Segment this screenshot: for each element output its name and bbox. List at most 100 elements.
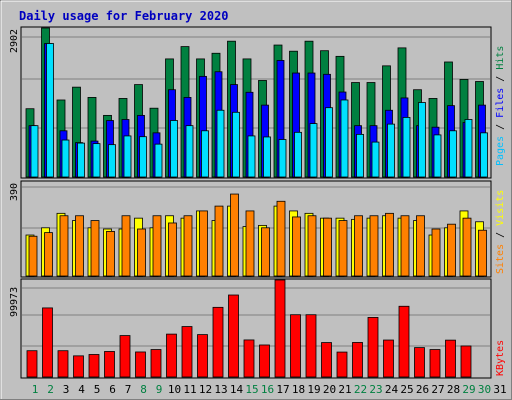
top-bar-pages-day-18 [294, 131, 302, 178]
top-bar-pages-day-15 [247, 135, 256, 178]
legend-sites: Sites [495, 244, 506, 274]
bottom-bar-kbytes-day-25 [398, 305, 410, 378]
x-tick-label-29: 29 [462, 383, 475, 396]
bottom-bar-kbytes-day-9 [150, 349, 162, 378]
bottom-bar-kbytes-day-4 [73, 355, 84, 378]
chart-title: Daily usage for February 2020 [19, 9, 229, 23]
legend-pages: Pages [495, 136, 506, 166]
bottom-bar-kbytes-day-10 [166, 333, 177, 378]
middle-bar-sites-day-21 [338, 220, 348, 277]
middle-bar-sites-day-12 [199, 210, 208, 277]
middle-bar-sites-day-2 [44, 232, 53, 277]
bottom-max-label: 99973 [9, 287, 20, 317]
bottom-bar-kbytes-day-5 [88, 354, 100, 378]
middle-bar-sites-day-7 [121, 215, 131, 277]
bottom-bar-kbytes-day-13 [212, 306, 224, 378]
x-tick-label-22: 22 [354, 383, 367, 396]
middle-max-label: 390 [9, 183, 20, 201]
middle-bar-sites-day-3 [59, 215, 69, 277]
bottom-bar-kbytes-day-29 [460, 345, 472, 378]
x-tick-label-9: 9 [156, 383, 163, 396]
middle-bar-sites-day-16 [261, 227, 270, 277]
top-bar-pages-day-1 [30, 125, 39, 178]
x-tick-label-19: 19 [307, 383, 320, 396]
legend-bottom: KBytes [495, 340, 506, 376]
legend-sep-1: / [495, 118, 506, 136]
x-tick-label-27: 27 [431, 383, 444, 396]
middle-bar-sites-day-22 [354, 215, 363, 277]
x-tick-label-30: 30 [478, 383, 491, 396]
top-bar-pages-day-23 [371, 141, 380, 178]
top-bar-pages-day-9 [154, 143, 163, 178]
bottom-bar-kbytes-day-1 [26, 350, 38, 378]
x-tick-label-10: 10 [168, 383, 181, 396]
bottom-bar-kbytes-day-23 [367, 317, 379, 378]
bottom-bar-kbytes-day-15 [243, 339, 255, 378]
middle-bar-sites-day-6 [106, 231, 115, 277]
x-tick-label-1: 1 [32, 383, 39, 396]
middle-bar-sites-day-27 [431, 228, 441, 277]
bottom-bar-kbytes-day-7 [119, 335, 131, 378]
top-bar-pages-day-28 [449, 130, 457, 178]
bottom-bar-kbytes-day-17 [274, 279, 286, 378]
x-tick-label-4: 4 [78, 383, 85, 396]
top-bar-pages-day-11 [185, 125, 194, 178]
top-bar-pages-day-20 [325, 107, 333, 178]
middle-bar-sites-day-19 [307, 215, 317, 277]
middle-bar-sites-day-28 [447, 223, 456, 277]
top-max-label: 2902 [9, 29, 20, 53]
top-bar-pages-day-8 [139, 136, 147, 178]
bottom-bar-kbytes-day-22 [352, 342, 363, 378]
middle-bar-sites-day-14 [230, 193, 239, 277]
top-bar-pages-day-26 [418, 102, 426, 178]
top-bar-pages-day-21 [340, 99, 349, 178]
bottom-bar-kbytes-day-16 [259, 344, 270, 378]
bottom-bar-kbytes-day-12 [197, 334, 208, 378]
top-bar-pages-day-12 [201, 130, 209, 178]
legend-sep-3: / [495, 226, 506, 244]
bottom-bar-kbytes-day-27 [429, 349, 441, 378]
x-tick-label-6: 6 [109, 383, 116, 396]
top-bar-pages-day-25 [402, 117, 411, 178]
top-bar-pages-day-5 [92, 143, 101, 178]
x-tick-label-24: 24 [385, 383, 399, 396]
top-bar-pages-day-24 [387, 123, 395, 178]
bottom-bar-kbytes-day-8 [135, 351, 146, 378]
middle-bar-sites-day-4 [75, 215, 84, 277]
legend-top: Pages / Files / Hits [495, 46, 506, 166]
top-bar-pages-day-30 [480, 132, 488, 178]
top-bar-pages-day-22 [356, 133, 364, 178]
x-tick-label-15: 15 [245, 383, 258, 396]
middle-bar-sites-day-8 [137, 228, 146, 277]
x-tick-label-20: 20 [323, 383, 336, 396]
x-tick-label-12: 12 [199, 383, 212, 396]
middle-bar-sites-day-26 [416, 215, 425, 277]
top-bar-pages-day-2 [46, 43, 54, 178]
top-bar-pages-day-4 [77, 142, 85, 178]
middle-bar-sites-day-20 [323, 217, 332, 277]
bottom-bar-kbytes-day-21 [336, 351, 348, 378]
middle-bar-sites-day-25 [400, 215, 410, 277]
bottom-bar-kbytes-day-28 [445, 339, 456, 378]
bottom-bar-kbytes-day-3 [57, 350, 69, 378]
x-tick-label-26: 26 [416, 383, 429, 396]
legend-files: Files [495, 88, 506, 118]
middle-bar-sites-day-15 [245, 210, 255, 277]
top-bar-pages-day-29 [464, 119, 473, 178]
x-tick-label-3: 3 [63, 383, 70, 396]
x-tick-label-28: 28 [447, 383, 460, 396]
legend-middle: Sites / Visits [495, 190, 506, 274]
middle-bar-sites-day-24 [385, 212, 394, 277]
middle-bar-sites-day-5 [90, 220, 100, 277]
x-tick-label-13: 13 [214, 383, 227, 396]
top-bar-pages-day-7 [123, 135, 132, 178]
bottom-bar-kbytes-day-18 [290, 314, 301, 378]
middle-bar-sites-day-30 [478, 229, 487, 277]
middle-bar-sites-day-17 [276, 200, 286, 277]
x-tick-label-21: 21 [338, 383, 351, 396]
top-bar-pages-day-10 [170, 120, 178, 178]
middle-bar-sites-day-18 [292, 216, 301, 277]
legend-kbytes: KBytes [495, 340, 506, 376]
top-bar-pages-day-14 [232, 111, 240, 178]
middle-bar-sites-day-1 [28, 235, 38, 277]
